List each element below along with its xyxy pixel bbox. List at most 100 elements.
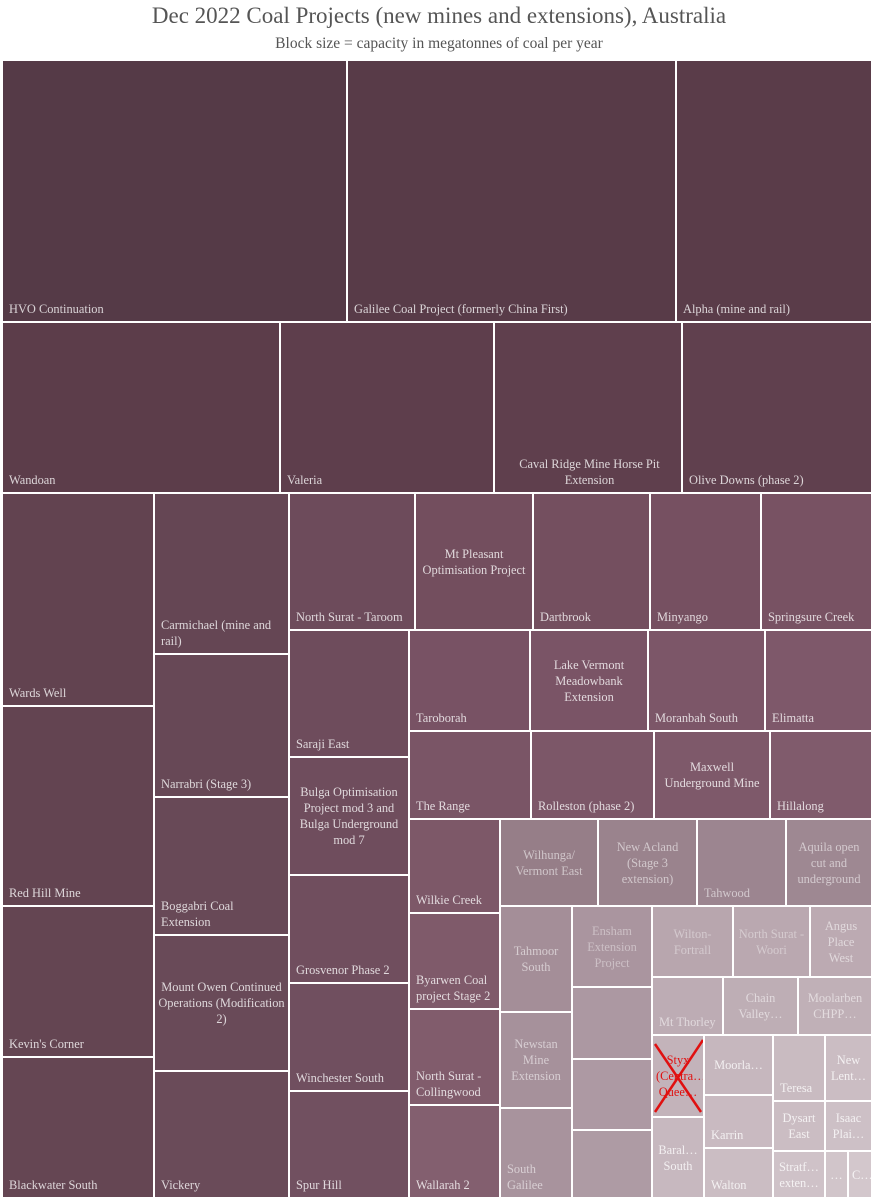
tile-vickery-15: Vickery bbox=[154, 1071, 289, 1198]
tile-moorla-56: Moorla… bbox=[704, 1035, 773, 1095]
tile-label: Byarwen Coal project Stage 2 bbox=[416, 973, 491, 1003]
tile-unlabelled-47 bbox=[572, 1059, 652, 1130]
tile-new-acland-stage-3-extension-39: New Acland (Stage 3 extension) bbox=[598, 819, 697, 906]
tile-bulga-optimisation-project-mod-3-and-bulga-underground-mod-7-18: Bulga Optimisation Project mod 3 and Bul… bbox=[289, 757, 409, 875]
tile-wards-well-7: Wards Well bbox=[2, 493, 154, 706]
tile-label: Winchester South bbox=[296, 1071, 384, 1085]
tile-north-surat-collingwood-36: North Surat - Collingwood bbox=[409, 1009, 500, 1105]
tile-label: Wallarah 2 bbox=[416, 1178, 470, 1192]
tile-label: Stratf… exten… bbox=[779, 1159, 819, 1190]
tile-label: Kevin's Corner bbox=[9, 1037, 84, 1051]
tile-the-range-30: The Range bbox=[409, 731, 531, 819]
tile-label: Angus Place West bbox=[824, 918, 858, 965]
tile-label: Wilton-Fortrall bbox=[673, 926, 712, 957]
tile-label: Lake Vermont Meadowbank Extension bbox=[553, 657, 625, 704]
tile-olive-downs-phase-2-6: Olive Downs (phase 2) bbox=[682, 322, 872, 493]
tile-label: Moolarben CHPP… bbox=[807, 991, 863, 1021]
tile-spur-hill-21: Spur Hill bbox=[289, 1091, 409, 1198]
tile-springsure-creek-25: Springsure Creek bbox=[761, 493, 872, 630]
tile-label: Wards Well bbox=[9, 686, 67, 700]
tile-hvo-continuation-0: HVO Continuation bbox=[2, 60, 347, 322]
tile-south-galilee-44: South Galilee bbox=[500, 1108, 572, 1198]
tile-teresa-57: Teresa bbox=[773, 1035, 825, 1101]
tile-label: Chain Valley… bbox=[738, 991, 783, 1021]
tile-label: Hillalong bbox=[777, 799, 824, 813]
tile-label: C… bbox=[852, 1167, 872, 1182]
tile-galilee-coal-project-formerly-china-first-1: Galilee Coal Project (formerly China Fir… bbox=[347, 60, 676, 322]
tile-wallarah-2-37: Wallarah 2 bbox=[409, 1105, 500, 1198]
tile-stratf-exten-64: Stratf… exten… bbox=[773, 1151, 825, 1198]
tile-ensham-extension-project-45: Ensham Extension Project bbox=[572, 906, 652, 987]
tile-label: Galilee Coal Project (formerly China Fir… bbox=[354, 302, 568, 316]
tile-label: … bbox=[830, 1167, 843, 1182]
tile-walton-63: Walton bbox=[704, 1148, 773, 1198]
tile-label: Moorla… bbox=[714, 1058, 763, 1072]
tile-blackwater-south-10: Blackwater South bbox=[2, 1057, 154, 1198]
tile-taroborah-26: Taroborah bbox=[409, 630, 530, 731]
tile-narrabri-stage-3-12: Narrabri (Stage 3) bbox=[154, 654, 289, 797]
tile-label: Wandoan bbox=[9, 473, 56, 487]
tile-label: Springsure Creek bbox=[768, 610, 855, 624]
tile-minyango-24: Minyango bbox=[650, 493, 761, 630]
tile-valeria-4: Valeria bbox=[280, 322, 494, 493]
tile-unlabelled-46 bbox=[572, 987, 652, 1059]
tile-mt-pleasant-optimisation-project-22: Mt Pleasant Optimisation Project bbox=[415, 493, 533, 630]
tile-wandoan-3: Wandoan bbox=[2, 322, 280, 493]
tile-c-66: C… bbox=[848, 1151, 872, 1198]
tile-label: Narrabri (Stage 3) bbox=[161, 777, 252, 791]
tile-mt-thorley-52: Mt Thorley bbox=[652, 977, 723, 1035]
tile-label: Alpha (mine and rail) bbox=[683, 302, 791, 316]
tile-kevin-s-corner-9: Kevin's Corner bbox=[2, 906, 154, 1057]
tile-label: Baral… South bbox=[658, 1142, 698, 1173]
tile-label: Mount Owen Continued Operations (Modific… bbox=[158, 980, 285, 1026]
tile-boggabri-coal-extension-13: Boggabri Coal Extension bbox=[154, 797, 289, 935]
tile-hillalong-33: Hillalong bbox=[770, 731, 872, 819]
tile-saraji-east-17: Saraji East bbox=[289, 630, 409, 757]
tile-label: Tahmoor South bbox=[513, 944, 559, 974]
tile-label: Grosvenor Phase 2 bbox=[296, 963, 390, 977]
tile-label: Dysart East bbox=[782, 1111, 816, 1141]
tile-new-lent-58: New Lent… bbox=[825, 1035, 872, 1101]
tile-winchester-south-20: Winchester South bbox=[289, 983, 409, 1091]
tile-project-65: … bbox=[825, 1151, 848, 1198]
tile-label: Aquila open cut and underground bbox=[797, 839, 861, 886]
tile-label: Walton bbox=[711, 1178, 747, 1192]
tile-lake-vermont-meadowbank-extension-27: Lake Vermont Meadowbank Extension bbox=[530, 630, 648, 731]
tile-aquila-open-cut-and-underground-41: Aquila open cut and underground bbox=[786, 819, 872, 906]
tile-label: Minyango bbox=[657, 610, 708, 624]
tile-caval-ridge-mine-horse-pit-extension-5: Caval Ridge Mine Horse Pit Extension bbox=[494, 322, 682, 493]
tile-label: Mt Pleasant Optimisation Project bbox=[422, 546, 526, 577]
tile-label: Elimatta bbox=[772, 711, 814, 725]
tile-label: Valeria bbox=[287, 473, 323, 487]
tile-label: Blackwater South bbox=[9, 1178, 98, 1192]
tile-label: HVO Continuation bbox=[9, 302, 104, 316]
tile-north-surat-taroom-16: North Surat - Taroom bbox=[289, 493, 415, 630]
tile-wilton-fortrall-49: Wilton-Fortrall bbox=[652, 906, 733, 977]
tile-isaac-plai-61: Isaac Plai… bbox=[825, 1101, 872, 1151]
tile-label: South Galilee bbox=[507, 1162, 543, 1192]
tile-wilhunga-vermont-east-38: Wilhunga/ Vermont East bbox=[500, 819, 598, 906]
tile-carmichael-mine-and-rail-11: Carmichael (mine and rail) bbox=[154, 493, 289, 654]
tile-label: North Surat - Collingwood bbox=[416, 1069, 482, 1099]
tile-label: Moranbah South bbox=[655, 711, 738, 725]
tile-label: Carmichael (mine and rail) bbox=[161, 618, 272, 648]
tile-unlabelled-48 bbox=[572, 1130, 652, 1198]
tile-maxwell-underground-mine-32: Maxwell Underground Mine bbox=[654, 731, 770, 819]
tile-newstan-mine-extension-43: Newstan Mine Extension bbox=[500, 1012, 572, 1108]
tile-elimatta-29: Elimatta bbox=[765, 630, 872, 731]
chart-subtitle: Block size = capacity in megatonnes of c… bbox=[275, 35, 603, 52]
tile-label: Caval Ridge Mine Horse Pit Extension bbox=[519, 457, 660, 487]
tile-label: North Surat - Woori bbox=[738, 926, 805, 957]
tile-rolleston-phase-2-31: Rolleston (phase 2) bbox=[531, 731, 654, 819]
tile-label: Ensham Extension Project bbox=[587, 923, 637, 970]
tile-label: Isaac Plai… bbox=[832, 1111, 865, 1141]
tile-label: Boggabri Coal Extension bbox=[161, 899, 234, 929]
tile-tahmoor-south-42: Tahmoor South bbox=[500, 906, 572, 1012]
tile-label: Olive Downs (phase 2) bbox=[689, 473, 804, 487]
tile-label: New Lent… bbox=[830, 1053, 867, 1083]
tile-styx-centra-quee-55: Styx (Centra… Quee… bbox=[652, 1035, 704, 1117]
cross-out-mark bbox=[653, 1039, 703, 1113]
tile-label: Teresa bbox=[780, 1081, 813, 1095]
tile-moranbah-south-28: Moranbah South bbox=[648, 630, 765, 731]
